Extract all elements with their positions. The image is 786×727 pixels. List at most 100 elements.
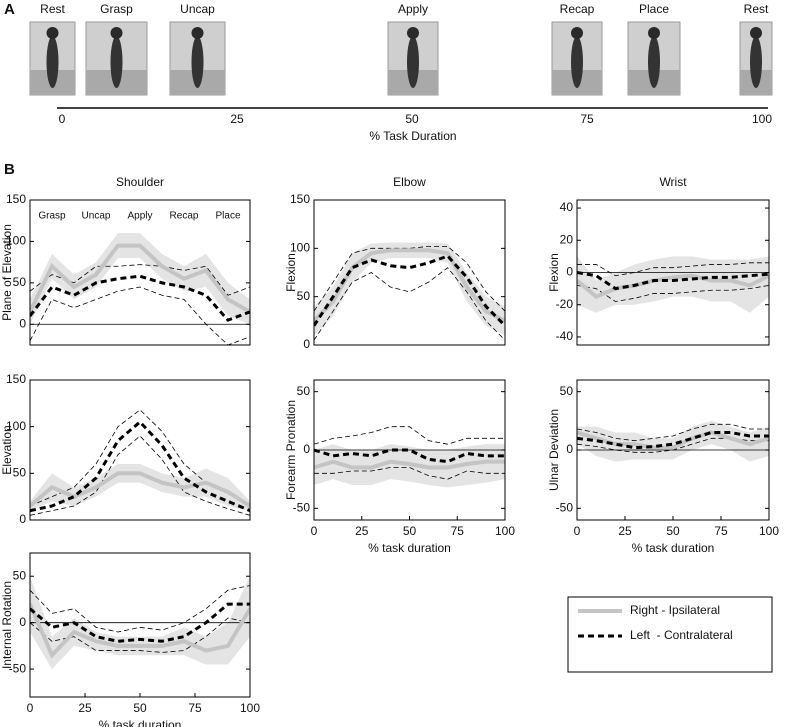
mean-line: [30, 602, 250, 643]
mean-line: [314, 448, 505, 464]
x-axis-label: % task duration: [368, 541, 451, 555]
plot-area: [30, 576, 250, 670]
mean-line: [30, 419, 250, 513]
y-tick-label: 0: [303, 442, 310, 456]
sd-line: [577, 423, 769, 442]
legend-label: Right - Ipsilateral: [630, 603, 720, 617]
y-tick-label: 50: [13, 568, 27, 582]
photo-head: [571, 27, 583, 39]
panel-label: A: [4, 1, 15, 18]
x-tick-label: 50: [403, 524, 417, 538]
x-tick-label: 0: [27, 701, 34, 715]
panel-label: B: [4, 161, 15, 178]
annotation: Uncap: [82, 211, 111, 222]
sd-line: [314, 467, 505, 480]
axes-box: [29, 379, 251, 521]
mean-line: [314, 248, 505, 323]
y-axis-label: Elevation: [0, 425, 14, 474]
photo-person: [750, 36, 762, 88]
x-tick-label: 75: [451, 524, 465, 538]
chart-title: Elbow: [393, 175, 426, 189]
chart: 0 50 100 150 Elbow Flexion: [284, 175, 506, 351]
x-tick-label: 0: [311, 524, 318, 538]
chart-title: Shoulder: [116, 175, 164, 189]
plot-area: [30, 233, 250, 345]
chart-title: Wrist: [659, 175, 687, 189]
y-axis-label: Flexion: [547, 253, 561, 292]
y-tick-label: 50: [13, 466, 27, 480]
x-tick-label: 25: [618, 524, 632, 538]
plot-area: [577, 256, 769, 313]
phase-label: Place: [639, 2, 669, 16]
x-tick-label: 100: [759, 524, 779, 538]
photo-head: [407, 27, 419, 39]
photo-head: [648, 27, 660, 39]
phase-label: Apply: [398, 2, 428, 16]
mean-line: [30, 243, 250, 314]
y-tick-label: -50: [9, 661, 27, 675]
y-axis-label: Internal Rotation: [0, 581, 14, 669]
annotation: Grasp: [38, 211, 66, 222]
mean-line: [30, 603, 250, 659]
phase-label: Rest: [40, 2, 65, 16]
y-axis-label: Forearm Pronation: [284, 400, 298, 500]
mean-line: [577, 431, 769, 450]
annotation: Recap: [170, 211, 199, 222]
timeline-tick-label: 25: [230, 112, 244, 126]
phase-label: Recap: [560, 2, 595, 16]
sd-line: [30, 585, 250, 633]
y-tick-label: 100: [290, 241, 310, 255]
annotation: Apply: [127, 211, 152, 222]
x-tick-label: 75: [188, 701, 202, 715]
phase-label: Uncap: [180, 2, 215, 16]
y-tick-label: 0: [566, 265, 573, 279]
y-tick-label: 0: [566, 442, 573, 456]
mean-line: [30, 274, 250, 322]
photo-person: [571, 36, 583, 88]
x-tick-label: 100: [240, 701, 260, 715]
y-tick-label: 50: [297, 289, 311, 303]
phase-label: Grasp: [100, 2, 133, 16]
sd-band: [314, 242, 505, 336]
x-tick-label: 50: [133, 701, 147, 715]
chart: 0 50 100 150 Elevation: [0, 372, 251, 526]
phase-label: Rest: [744, 2, 769, 16]
y-tick-label: -50: [293, 501, 311, 515]
photo-person: [407, 36, 419, 88]
y-tick-label: 0: [19, 316, 26, 330]
legend-label: Left - Contralateral: [630, 628, 733, 642]
y-tick-label: 150: [6, 372, 26, 386]
legend: Right - Ipsilateral Left - Contralateral: [567, 596, 773, 673]
y-tick-label: 40: [560, 200, 574, 214]
chart: 0 50 100 150 Shoulder Plane of Elevation Grasp…: [0, 175, 251, 346]
y-axis-label: Ulnar Deviation: [547, 409, 561, 491]
timeline-label: % Task Duration: [369, 129, 456, 143]
x-tick-label: 25: [78, 701, 92, 715]
photo-person: [46, 36, 59, 88]
axes-box: [29, 199, 251, 346]
x-tick-label: 50: [666, 524, 680, 538]
y-tick-label: 150: [6, 192, 26, 206]
photo-person: [648, 36, 660, 88]
annotation: Place: [215, 211, 240, 222]
mean-line: [30, 471, 250, 508]
y-tick-label: 0: [303, 337, 310, 351]
y-tick-label: 150: [290, 192, 310, 206]
x-tick-label: 75: [714, 524, 728, 538]
x-axis-label: % task duration: [632, 541, 715, 555]
photo-head: [191, 27, 204, 39]
photo-person: [110, 36, 123, 88]
plot-area: [577, 420, 769, 462]
x-tick-label: 100: [495, 524, 515, 538]
y-tick-label: 100: [6, 419, 26, 433]
y-tick-label: -20: [556, 297, 574, 311]
photo-person: [191, 36, 204, 88]
y-tick-label: -40: [556, 329, 574, 343]
photo-head: [750, 27, 762, 39]
timeline-tick-label: 75: [580, 112, 594, 126]
x-tick-label: 0: [574, 524, 581, 538]
mean-line: [577, 273, 769, 299]
y-tick-label: 0: [19, 615, 26, 629]
x-axis-label: % task duration: [99, 718, 182, 727]
